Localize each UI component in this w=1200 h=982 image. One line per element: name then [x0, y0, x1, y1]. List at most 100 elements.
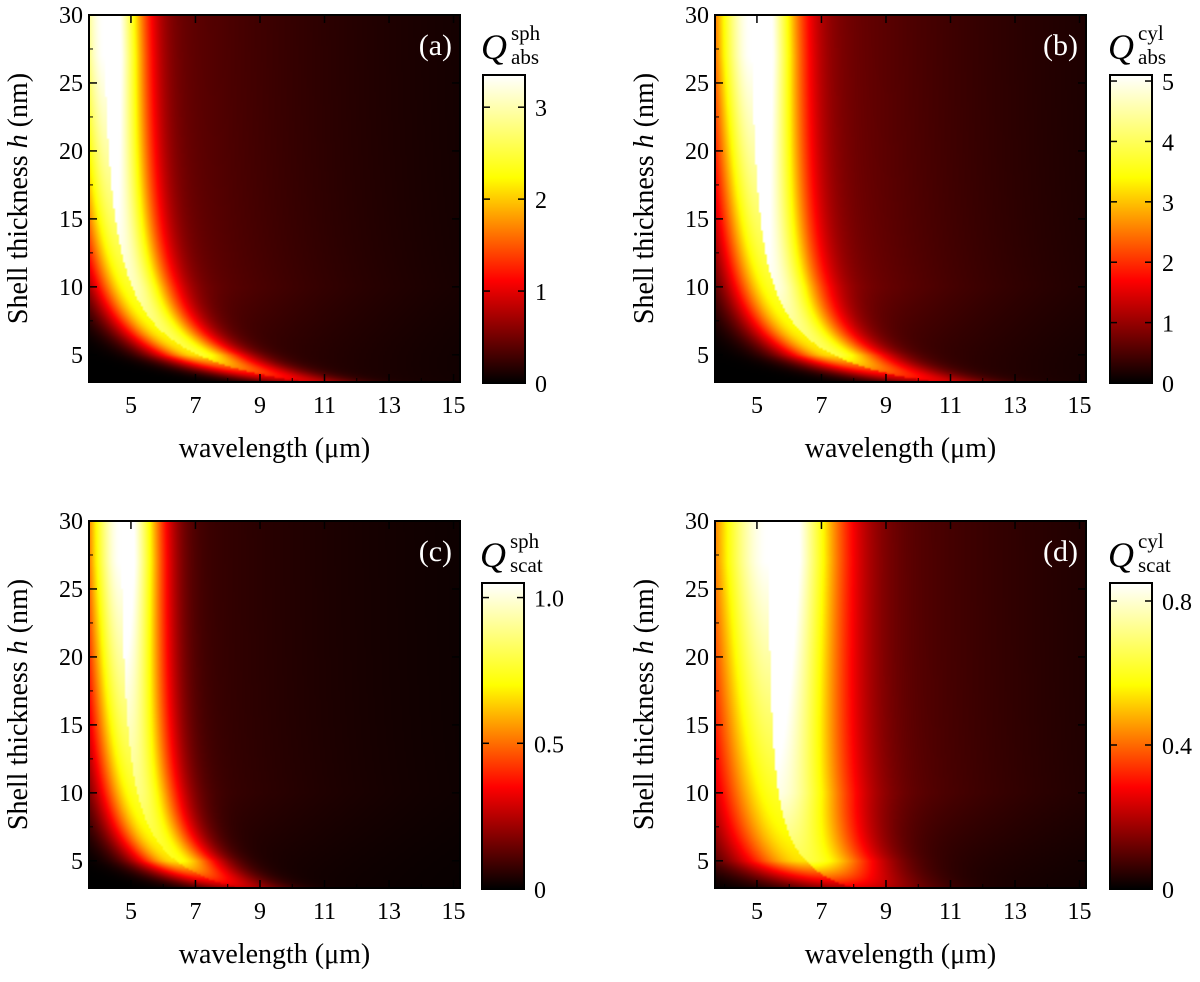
y-tick-label: 30	[59, 509, 83, 535]
x-tick-label: 5	[751, 899, 763, 925]
y-tick-label: 25	[59, 71, 83, 97]
x-tick-label: 11	[939, 393, 962, 419]
colorbar-tick-label: 1.0	[534, 587, 564, 613]
colorbar-tick-label: 0.5	[534, 732, 564, 758]
x-tick-label: 15	[442, 899, 466, 925]
colorbar-superscript: sph	[511, 21, 541, 45]
panel-label: (a)	[419, 29, 452, 62]
y-tick-label: 30	[685, 509, 709, 535]
colorbar-tick-label: 0.4	[1162, 734, 1192, 760]
y-tick-label: 10	[685, 781, 709, 807]
colorbar-tick-label: 5	[1162, 70, 1174, 96]
colorbar-symbol: Q	[1108, 27, 1134, 67]
y-tick-label: 20	[59, 645, 83, 671]
y-tick-label: 15	[685, 207, 709, 233]
x-tick-label: 9	[254, 393, 266, 419]
colorbar-tick-label: 1	[535, 280, 547, 306]
panel-label: (d)	[1043, 535, 1078, 568]
colorbar-tick-label: 0	[535, 372, 547, 398]
colorbar-symbol: Q	[481, 27, 507, 67]
colorbar-symbol: Q	[480, 535, 506, 575]
y-tick-label: 30	[685, 3, 709, 29]
y-tick-label: 30	[59, 3, 83, 29]
y-tick-label: 15	[685, 713, 709, 739]
x-tick-label: 13	[377, 899, 401, 925]
panel-label: (b)	[1043, 29, 1078, 62]
colorbar-superscript: cyl	[1138, 529, 1164, 553]
colorbar-tick-label: 0	[1162, 878, 1174, 904]
y-axis-label-prefix: Shell thickness	[629, 654, 660, 830]
y-tick-label: 25	[685, 71, 709, 97]
y-tick-label: 5	[71, 343, 83, 369]
x-tick-label: 9	[254, 899, 266, 925]
y-axis-label-var: h	[629, 640, 660, 654]
colorbar-tick-label: 2	[535, 188, 547, 214]
x-axis-label: wavelength (μm)	[179, 433, 371, 464]
y-axis-label-var: h	[3, 134, 34, 148]
y-tick-label: 10	[59, 781, 83, 807]
y-tick-label: 20	[685, 139, 709, 165]
y-axis-label-var: h	[3, 640, 34, 654]
colorbar-superscript: cyl	[1138, 21, 1164, 45]
x-axis-label: wavelength (μm)	[805, 433, 997, 464]
heatmap-image	[89, 521, 460, 888]
colorbar-tick-label: 3	[1162, 191, 1174, 217]
x-tick-label: 5	[751, 393, 763, 419]
x-tick-label: 13	[1003, 899, 1027, 925]
colorbar-superscript: sph	[510, 529, 540, 553]
y-axis-label-var: h	[629, 134, 660, 148]
y-axis-label: Shell thickness h (nm)	[629, 73, 660, 324]
x-tick-label: 11	[313, 393, 336, 419]
y-axis-label-suffix: (nm)	[3, 579, 34, 640]
x-tick-label: 7	[815, 393, 827, 419]
colorbar-subscript: abs	[1138, 45, 1166, 69]
plot-frame	[88, 520, 461, 889]
y-tick-label: 25	[685, 577, 709, 603]
y-tick-label: 15	[59, 713, 83, 739]
x-tick-label: 15	[442, 393, 466, 419]
colorbar	[1109, 582, 1153, 890]
x-axis-label: wavelength (μm)	[805, 939, 997, 970]
colorbar	[482, 74, 526, 384]
colorbar-subscript: scat	[510, 553, 543, 577]
heatmap-image	[715, 15, 1086, 382]
plot-frame	[714, 520, 1087, 889]
colorbar-subscript: scat	[1138, 553, 1171, 577]
panel-label: (c)	[419, 535, 452, 568]
x-tick-label: 15	[1068, 393, 1092, 419]
y-tick-label: 5	[71, 849, 83, 875]
y-axis-label-suffix: (nm)	[629, 73, 660, 134]
x-tick-label: 5	[125, 393, 137, 419]
panel-3: 5 7 9 11 13 15 5 10 15 20 25 30 wavelength (μm) Shell…	[3, 509, 564, 970]
x-tick-label: 7	[189, 899, 201, 925]
x-tick-label: 15	[1068, 899, 1092, 925]
y-tick-label: 25	[59, 577, 83, 603]
y-axis-label: Shell thickness h (nm)	[3, 73, 34, 324]
x-tick-label: 11	[939, 899, 962, 925]
y-axis-label-prefix: Shell thickness	[3, 148, 34, 324]
x-tick-label: 13	[1003, 393, 1027, 419]
colorbar-tick-label: 1	[1162, 312, 1174, 338]
colorbar-subscript: abs	[511, 45, 539, 69]
colorbar-tick-label: 3	[535, 96, 547, 122]
plot-frame	[714, 14, 1087, 383]
x-tick-label: 5	[125, 899, 137, 925]
y-axis-label: Shell thickness h (nm)	[3, 579, 34, 830]
y-tick-label: 10	[685, 275, 709, 301]
x-tick-label: 7	[815, 899, 827, 925]
y-axis-label-prefix: Shell thickness	[3, 654, 34, 830]
y-tick-label: 20	[685, 645, 709, 671]
colorbar	[1109, 74, 1153, 384]
y-tick-label: 10	[59, 275, 83, 301]
y-axis-label-prefix: Shell thickness	[629, 148, 660, 324]
y-axis-label: Shell thickness h (nm)	[629, 579, 660, 830]
x-tick-label: 9	[880, 393, 892, 419]
y-axis-label-suffix: (nm)	[3, 73, 34, 134]
y-tick-label: 20	[59, 139, 83, 165]
y-tick-label: 15	[59, 207, 83, 233]
colorbar-tick-label: 0	[534, 878, 546, 904]
x-axis-label: wavelength (μm)	[179, 939, 371, 970]
